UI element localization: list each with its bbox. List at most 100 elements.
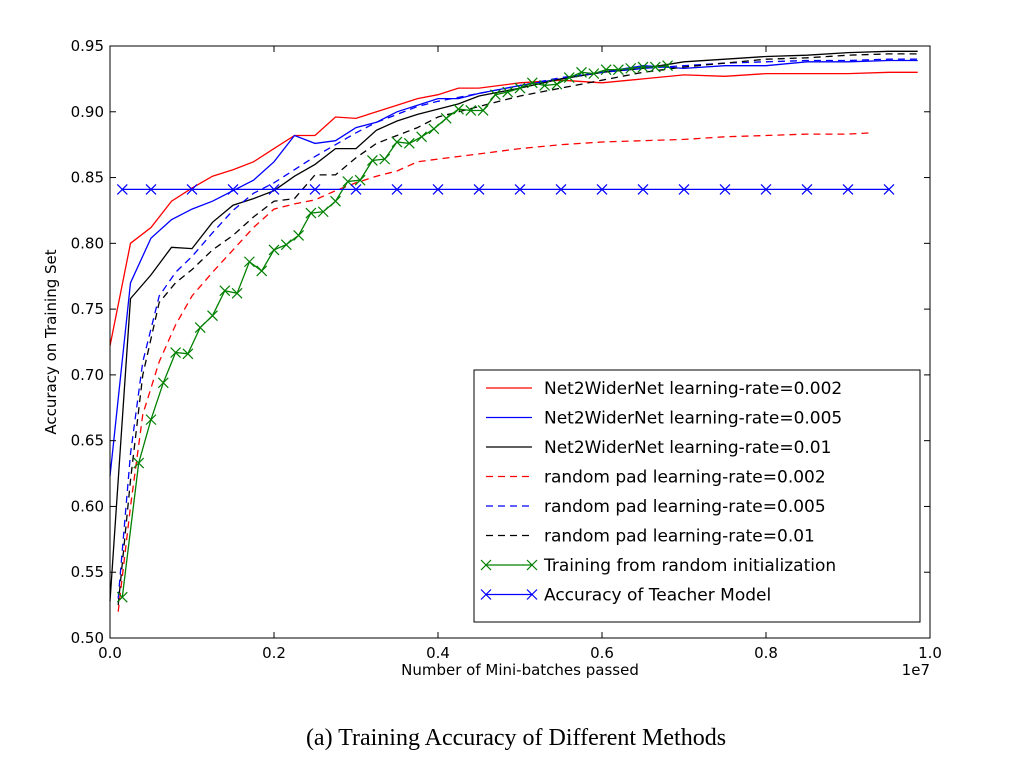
data-point-accuracy-of-teacher-model bbox=[801, 183, 813, 195]
legend-item-net2widernet-learning-rate-0-01: Net2WiderNet learning-rate=0.01 bbox=[486, 438, 831, 458]
data-point-training-from-random-initialization bbox=[612, 64, 624, 76]
series-line-random-pad-learning-rate-0-01 bbox=[117, 53, 918, 606]
legend-item-random-pad-learning-rate-0-01: random pad learning-rate=0.01 bbox=[486, 527, 815, 547]
data-point-training-from-random-initialization bbox=[502, 86, 514, 98]
legend-label: Net2WiderNet learning-rate=0.002 bbox=[544, 379, 842, 399]
data-point-accuracy-of-teacher-model bbox=[637, 183, 649, 195]
data-point-training-from-random-initialization bbox=[440, 112, 452, 124]
series-random-pad-learning-rate-0-01 bbox=[117, 53, 918, 606]
data-point-training-from-random-initialization bbox=[625, 62, 637, 74]
data-point-accuracy-of-teacher-model bbox=[596, 183, 608, 195]
data-point-accuracy-of-teacher-model bbox=[268, 183, 280, 195]
data-point-training-from-random-initialization bbox=[219, 285, 231, 297]
y-tick-label: 0.80 bbox=[71, 234, 104, 252]
data-point-training-from-random-initialization bbox=[330, 195, 341, 207]
data-point-training-from-random-initialization bbox=[243, 256, 255, 268]
series-line-net2widernet-learning-rate-0-002 bbox=[109, 71, 918, 347]
data-point-training-from-random-initialization bbox=[194, 322, 206, 333]
data-point-training-from-random-initialization bbox=[428, 123, 440, 135]
legend-marker bbox=[480, 559, 492, 571]
data-point-training-from-random-initialization bbox=[182, 348, 194, 360]
legend: Net2WiderNet learning-rate=0.002 Net2Wide… bbox=[473, 369, 921, 623]
legend-label: random pad learning-rate=0.002 bbox=[544, 468, 826, 488]
data-point-training-from-random-initialization bbox=[637, 61, 649, 73]
legend-label: random pad learning-rate=0.005 bbox=[544, 497, 826, 517]
data-point-training-from-random-initialization bbox=[465, 105, 477, 116]
legend-label: random pad learning-rate=0.01 bbox=[544, 527, 815, 547]
data-point-training-from-random-initialization bbox=[145, 414, 157, 426]
data-point-training-from-random-initialization bbox=[354, 174, 366, 186]
data-point-accuracy-of-teacher-model bbox=[760, 183, 772, 195]
data-point-training-from-random-initialization bbox=[280, 239, 292, 251]
series-training-from-random-initialization bbox=[116, 60, 674, 603]
data-point-training-from-random-initialization bbox=[600, 64, 612, 76]
legend-label: Net2WiderNet learning-rate=0.005 bbox=[544, 409, 842, 429]
data-point-training-from-random-initialization bbox=[576, 66, 587, 78]
legend-item-random-pad-learning-rate-0-002: random pad learning-rate=0.002 bbox=[486, 468, 826, 488]
data-point-training-from-random-initialization bbox=[293, 230, 305, 241]
x-tick-label: 0.0 bbox=[98, 644, 122, 662]
data-point-accuracy-of-teacher-model bbox=[391, 183, 403, 195]
x-tick-label: 1.0 bbox=[918, 644, 942, 662]
data-point-training-from-random-initialization bbox=[403, 137, 415, 149]
legend-item-net2widernet-learning-rate-0-005: Net2WiderNet learning-rate=0.005 bbox=[486, 409, 842, 429]
x-axis-label: Number of Mini-batches passed bbox=[401, 661, 639, 679]
x-tick-label: 0.6 bbox=[590, 644, 614, 662]
data-point-training-from-random-initialization bbox=[416, 131, 428, 143]
series-accuracy-of-teacher-model bbox=[116, 183, 895, 195]
y-tick-label: 0.95 bbox=[71, 37, 104, 55]
legend-marker bbox=[526, 589, 538, 600]
data-point-training-from-random-initialization bbox=[588, 68, 600, 80]
y-tick-label: 0.90 bbox=[71, 103, 104, 121]
series-net2widernet-learning-rate-0-01 bbox=[109, 50, 918, 602]
data-point-accuracy-of-teacher-model bbox=[432, 183, 444, 195]
legend-label: Training from random initialization bbox=[543, 556, 836, 576]
data-point-training-from-random-initialization bbox=[116, 591, 128, 603]
data-point-training-from-random-initialization bbox=[514, 82, 526, 94]
data-point-training-from-random-initialization bbox=[649, 61, 661, 73]
series-line-net2widernet-learning-rate-0-005 bbox=[109, 59, 918, 477]
figure-caption: (a) Training Accuracy of Different Metho… bbox=[306, 725, 726, 751]
data-point-accuracy-of-teacher-model bbox=[309, 183, 321, 195]
data-point-accuracy-of-teacher-model bbox=[116, 183, 128, 195]
series-net2widernet-learning-rate-0-005 bbox=[109, 59, 918, 477]
y-tick-label: 0.55 bbox=[71, 563, 104, 581]
plot-frame bbox=[109, 45, 931, 639]
data-point-training-from-random-initialization bbox=[207, 310, 218, 322]
data-point-training-from-random-initialization bbox=[391, 136, 403, 148]
data-point-accuracy-of-teacher-model bbox=[473, 183, 485, 195]
y-tick-label: 0.70 bbox=[71, 366, 104, 384]
data-point-training-from-random-initialization bbox=[157, 377, 169, 389]
data-point-accuracy-of-teacher-model bbox=[719, 183, 731, 195]
data-point-accuracy-of-teacher-model bbox=[514, 183, 526, 195]
data-point-accuracy-of-teacher-model bbox=[350, 183, 362, 195]
data-point-training-from-random-initialization bbox=[662, 60, 674, 72]
y-tick-label: 0.65 bbox=[71, 432, 104, 450]
legend-label: Accuracy of Teacher Model bbox=[544, 586, 771, 606]
data-point-training-from-random-initialization bbox=[453, 103, 464, 115]
y-tick-label: 0.50 bbox=[71, 629, 104, 647]
data-point-training-from-random-initialization bbox=[379, 153, 391, 165]
data-point-training-from-random-initialization bbox=[526, 77, 538, 89]
legend-item-random-pad-learning-rate-0-005: random pad learning-rate=0.005 bbox=[486, 497, 826, 517]
data-point-accuracy-of-teacher-model bbox=[883, 183, 895, 195]
data-point-training-from-random-initialization bbox=[317, 206, 329, 218]
legend-label: Net2WiderNet learning-rate=0.01 bbox=[544, 438, 831, 458]
data-point-training-from-random-initialization bbox=[477, 105, 489, 116]
x-tick-label: 0.2 bbox=[262, 644, 286, 662]
data-point-training-from-random-initialization bbox=[256, 265, 268, 277]
y-tick-label: 0.75 bbox=[71, 300, 104, 318]
axis-ticks: 0.0 0.2 0.4 0.6 0.8 1.0 0.50 0.55 0.60 0.65 0.70 0.… bbox=[71, 37, 942, 662]
data-point-accuracy-of-teacher-model bbox=[842, 183, 854, 195]
series-random-pad-learning-rate-0-002 bbox=[117, 132, 873, 612]
data-point-training-from-random-initialization bbox=[305, 207, 317, 219]
data-point-training-from-random-initialization bbox=[366, 155, 378, 166]
series-line-net2widernet-learning-rate-0-01 bbox=[109, 50, 918, 602]
legend-box bbox=[473, 369, 921, 623]
x-axis-scale-label: 1e7 bbox=[902, 661, 930, 679]
y-axis-label: Accuracy on Training Set bbox=[42, 249, 60, 434]
y-tick-label: 0.60 bbox=[71, 497, 104, 515]
data-point-accuracy-of-teacher-model bbox=[555, 183, 567, 195]
data-point-training-from-random-initialization bbox=[539, 80, 551, 91]
